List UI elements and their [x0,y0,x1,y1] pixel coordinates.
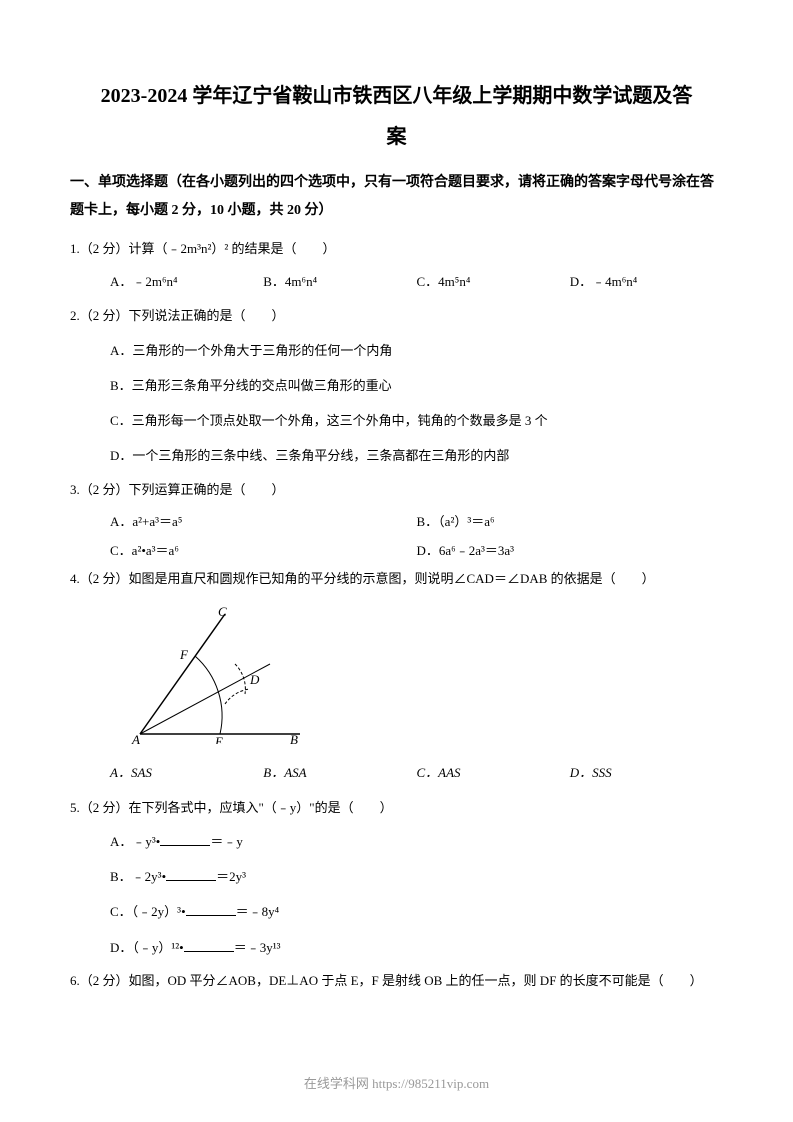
q1-opt-c: C．4m⁵n⁴ [417,268,570,297]
label-A: A [131,732,140,744]
q5-opt-d: D．（﹣y）¹²• ＝﹣3y¹³ [110,932,723,963]
q3-options-row2: C．a²•a³＝a⁶ D．6a⁶﹣2a³＝3a³ [70,537,723,566]
main-title-sub: 案 [70,120,723,149]
q3-options-row1: A．a²+a³＝a⁵ B．（a²）³＝a⁶ [70,508,723,537]
q4-opt-a: A．SAS [110,759,263,788]
label-D: D [249,672,260,687]
label-B: B [290,732,298,744]
blank-icon [166,867,216,881]
q2-opt-b: B．三角形三条角平分线的交点叫做三角形的重心 [110,370,723,401]
q5-a-post: ＝﹣y [210,834,243,849]
q1-opt-d: D．﹣4m⁶n⁴ [570,268,723,297]
blank-icon [186,902,236,916]
question-6: 6.（2 分）如图，OD 平分∠AOB，DE⊥AO 于点 E，F 是射线 OB … [70,967,723,996]
q5-b-pre: B．﹣2y³• [110,869,166,884]
label-C: C [218,604,227,619]
footer-text: 在线学科网 https://985211vip.com [0,1073,793,1092]
q1-options: A．﹣2m⁶n⁴ B．4m⁶n⁴ C．4m⁵n⁴ D．﹣4m⁶n⁴ [70,268,723,297]
q5-opt-b: B．﹣2y³• ＝2y³ [110,861,723,892]
q4-options: A．SAS B．ASA C．AAS D．SSS [70,759,723,788]
q5-opt-a: A．﹣y³• ＝﹣y [110,826,723,857]
q4-figure: A B C D E F [70,604,723,749]
angle-bisector-diagram: A B C D E F [130,604,310,744]
q5-opt-c: C．（﹣2y）³• ＝﹣8y⁴ [110,896,723,927]
q5-c-post: ＝﹣8y⁴ [236,904,280,919]
q2-opt-a: A．三角形的一个外角大于三角形的任何一个内角 [110,335,723,366]
question-4: 4.（2 分）如图是用直尺和圆规作已知角的平分线的示意图，则说明∠CAD＝∠DA… [70,565,723,594]
q3-opt-b: B．（a²）³＝a⁶ [417,508,724,537]
blank-icon [184,938,234,952]
q3-opt-a: A．a²+a³＝a⁵ [110,508,417,537]
q2-options: A．三角形的一个外角大于三角形的任何一个内角 B．三角形三条角平分线的交点叫做三… [70,335,723,472]
question-2: 2.（2 分）下列说法正确的是（ ） [70,302,723,331]
q4-opt-c: C．AAS [417,759,570,788]
question-3: 3.（2 分）下列运算正确的是（ ） [70,476,723,505]
q3-opt-c: C．a²•a³＝a⁶ [110,537,417,566]
q5-options: A．﹣y³• ＝﹣y B．﹣2y³• ＝2y³ C．（﹣2y）³• ＝﹣8y⁴ D．（… [70,826,723,963]
q4-opt-b: B．ASA [263,759,416,788]
q2-opt-c: C．三角形每一个顶点处取一个外角，这三个外角中，钝角的个数最多是 3 个 [110,405,723,436]
q5-a-pre: A．﹣y³• [110,834,160,849]
q5-c-pre: C．（﹣2y）³• [110,904,186,919]
question-1: 1.（2 分）计算（﹣2m³n²）² 的结果是（ ） [70,235,723,264]
q2-opt-d: D．一个三角形的三条中线、三条角平分线，三条高都在三角形的内部 [110,440,723,471]
q3-opt-d: D．6a⁶﹣2a³＝3a³ [417,537,724,566]
label-F: F [179,647,189,662]
q5-b-post: ＝2y³ [216,869,246,884]
section-header: 一、单项选择题（在各小题列出的四个选项中，只有一项符合题目要求，请将正确的答案字… [70,169,723,225]
label-E: E [214,734,223,744]
main-title: 2023-2024 学年辽宁省鞍山市铁西区八年级上学期期中数学试题及答 [70,80,723,112]
q1-opt-a: A．﹣2m⁶n⁴ [110,268,263,297]
question-5: 5.（2 分）在下列各式中，应填入"（﹣y）"的是（ ） [70,794,723,823]
q1-opt-b: B．4m⁶n⁴ [263,268,416,297]
q4-opt-d: D．SSS [570,759,723,788]
blank-icon [160,832,210,846]
q5-d-post: ＝﹣3y¹³ [234,940,281,955]
q5-d-pre: D．（﹣y）¹²• [110,940,184,955]
